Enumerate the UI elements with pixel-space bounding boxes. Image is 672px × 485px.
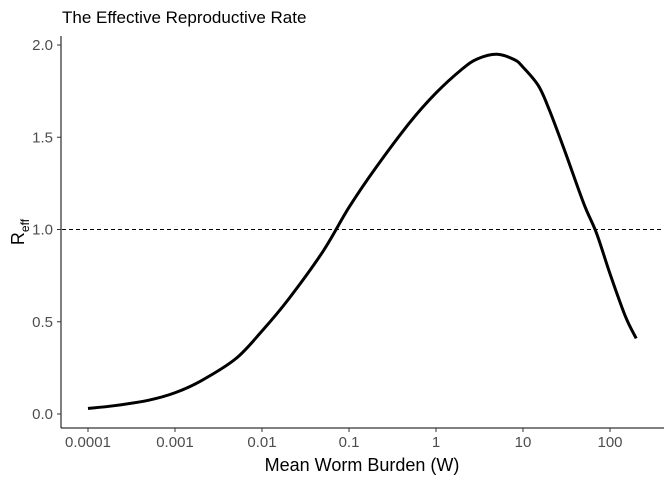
x-tick-label: 0.001 [156,434,194,451]
series-line [87,52,638,410]
x-tick-label: 0.0001 [65,434,111,451]
x-tick-label: 0.01 [247,434,276,451]
x-tick-label: 10 [515,434,532,451]
y-ticks: 0.0 0.5 1.0 1.5 2.0 [32,37,61,423]
x-ticks: 0.0001 0.001 0.01 0.1 1 10 100 [65,428,623,451]
y-tick-label: 1.0 [32,222,53,239]
y-axis-title-subscript: eff [18,218,32,232]
y-tick-label: 0.0 [32,406,53,423]
chart-title: The Effective Reproductive Rate [62,8,306,27]
y-axis-title-main: R [8,232,28,245]
x-tick-label: 0.1 [339,434,360,451]
y-axis-title: Reff [8,218,32,245]
x-tick-label: 1 [432,434,440,451]
y-tick-label: 1.5 [32,129,53,146]
axes [60,36,664,429]
series-group [87,52,638,410]
x-axis-title: Mean Worm Burden (W) [265,455,460,475]
y-tick-label: 0.5 [32,314,53,331]
x-tick-label: 100 [597,434,622,451]
y-tick-label: 2.0 [32,37,53,54]
